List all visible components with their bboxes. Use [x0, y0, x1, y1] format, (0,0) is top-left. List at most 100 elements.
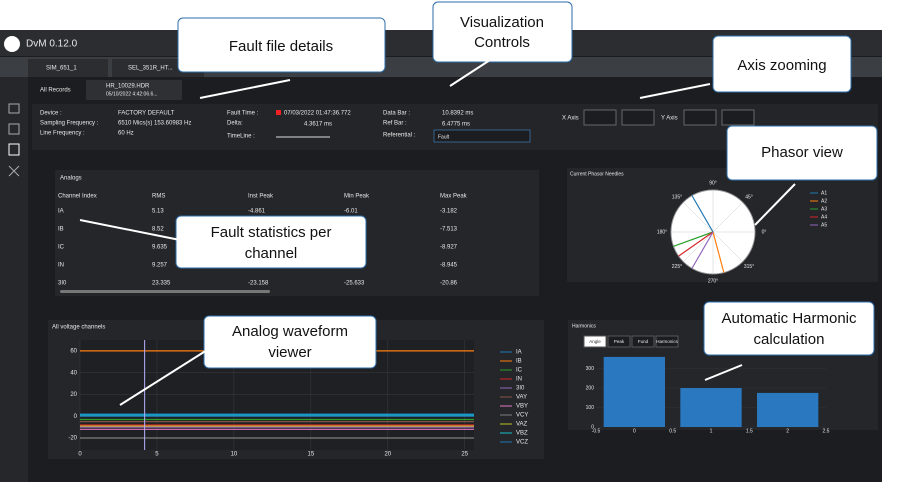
- angle-grid: [712, 202, 743, 233]
- needle: [691, 195, 714, 233]
- panel-title: Current Phasor Needles: [570, 171, 624, 177]
- angle-label: 315°: [744, 264, 754, 270]
- cell: -3.182: [440, 209, 458, 215]
- legend-label: A2: [821, 198, 827, 204]
- label: Fault Time :: [227, 111, 259, 117]
- marker: [276, 110, 281, 115]
- column-header: Min Peak: [344, 194, 370, 200]
- bar: [757, 392, 819, 427]
- y-tick-label: 100: [586, 405, 595, 411]
- angle-label: 90°: [709, 180, 717, 186]
- dropdown[interactable]: [433, 129, 531, 143]
- callout-box: [177, 17, 386, 73]
- cell: 8.52: [152, 227, 164, 233]
- label: Y Axis: [661, 116, 678, 122]
- zoom-buttons[interactable]: [583, 109, 755, 126]
- column-header: RMS: [152, 194, 165, 200]
- button-label: Fund: [638, 339, 649, 344]
- callout: Analog waveform: [232, 323, 348, 340]
- button-label: Angle: [589, 339, 601, 344]
- y-tick-label: 60: [70, 348, 77, 354]
- toggle-button[interactable]: [655, 335, 679, 348]
- label: Referential :: [383, 133, 416, 139]
- angle-grid: [683, 202, 714, 233]
- callout: Fault statistics per: [211, 224, 332, 241]
- cell: -8.945: [440, 263, 458, 269]
- toggle-button[interactable]: [607, 335, 631, 348]
- cell: 5.13: [152, 209, 164, 215]
- label: X Axis: [562, 116, 579, 122]
- callout: Fault file details: [229, 38, 333, 55]
- legend-label: A1: [821, 190, 827, 196]
- angle-label: 0°: [762, 229, 767, 235]
- label: Sampling Frequency :: [40, 121, 99, 127]
- legend-label: IB: [516, 359, 522, 365]
- x-tick-label: 2: [786, 428, 789, 434]
- tab-label: SEL_351R_HT...: [128, 66, 173, 72]
- x-tick-label: 1.5: [746, 428, 753, 434]
- file-tab[interactable]: [86, 80, 182, 100]
- cell: 23.335: [152, 281, 171, 287]
- legend-label: VCY: [516, 413, 528, 419]
- angle-label: 270°: [708, 278, 718, 284]
- legend-label: VAZ: [516, 422, 528, 428]
- cell: 3I0: [58, 281, 67, 287]
- toggle-button[interactable]: [583, 335, 607, 348]
- y-tick-label: -20: [68, 436, 77, 442]
- x-tick-label: -0.5: [592, 428, 601, 434]
- x-tick-label: 20: [384, 452, 391, 458]
- records-tab[interactable]: All Records: [40, 88, 71, 94]
- file-name: HR_10029.HDR: [106, 84, 150, 90]
- button-label: Peak: [614, 339, 625, 344]
- callout: Visualization: [460, 14, 544, 31]
- x-tick-label: 10: [231, 452, 238, 458]
- tab-label: SIM_651_1: [46, 66, 77, 72]
- column-header: Inst Peak: [248, 194, 274, 200]
- x-tick-label: 2.5: [823, 428, 830, 434]
- y-tick-label: 200: [586, 385, 595, 391]
- angle-label: 45°: [745, 195, 753, 201]
- angle-grid: [683, 231, 714, 262]
- value: 60 Hz: [118, 131, 134, 137]
- label: TimeLine :: [227, 134, 255, 140]
- sidebar-icons: [8, 103, 20, 177]
- cell: 9.257: [152, 263, 168, 269]
- sidebar: [0, 77, 28, 482]
- button-label: Harmonics: [656, 339, 678, 344]
- cell: IB: [58, 227, 64, 233]
- cell: -4.861: [248, 209, 266, 215]
- needle: [673, 231, 714, 247]
- info: Device : FACTORY DEFAULT Sampling Freque…: [40, 109, 755, 143]
- value: 6.4775 ms: [442, 122, 470, 128]
- callout-box: [203, 315, 377, 369]
- value: 6510 Mics(s) 153.60983 Hz: [118, 121, 191, 127]
- legend-label: A4: [821, 214, 827, 220]
- x-tick-label: 15: [308, 452, 315, 458]
- angle-label: 180°: [657, 229, 667, 235]
- label: Device :: [40, 111, 62, 117]
- needle: [712, 231, 725, 273]
- y-tick-label: 0: [74, 414, 78, 420]
- legend-label: VAY: [516, 395, 527, 401]
- angle-label: 135°: [672, 195, 682, 201]
- cell: IC: [58, 245, 65, 251]
- callout: channel: [245, 245, 298, 262]
- y-tick-label: 20: [70, 392, 77, 398]
- label: Line Frequency :: [40, 131, 85, 137]
- cell: -8.927: [440, 245, 458, 251]
- analogs-table: Channel Index RMS Inst Peak Min Peak Max Pea…: [58, 194, 468, 287]
- tab[interactable]: [28, 59, 108, 77]
- cell: -23.158: [248, 281, 269, 287]
- cell: -20.86: [440, 281, 458, 287]
- x-tick-label: 1: [710, 428, 713, 434]
- legend-label: IC: [516, 368, 523, 374]
- x-tick-label: 0: [78, 452, 82, 458]
- legend-label: IN: [516, 377, 522, 383]
- callout: Controls: [474, 34, 530, 51]
- toggle-button[interactable]: [631, 335, 655, 348]
- x-tick-label: 0.5: [669, 428, 676, 434]
- phasor-chart: 90° 45° 0° 315° 270° 225° 180° 135° A1 A2 A3 A4 A5: [657, 180, 828, 284]
- cell: -7.513: [440, 227, 458, 233]
